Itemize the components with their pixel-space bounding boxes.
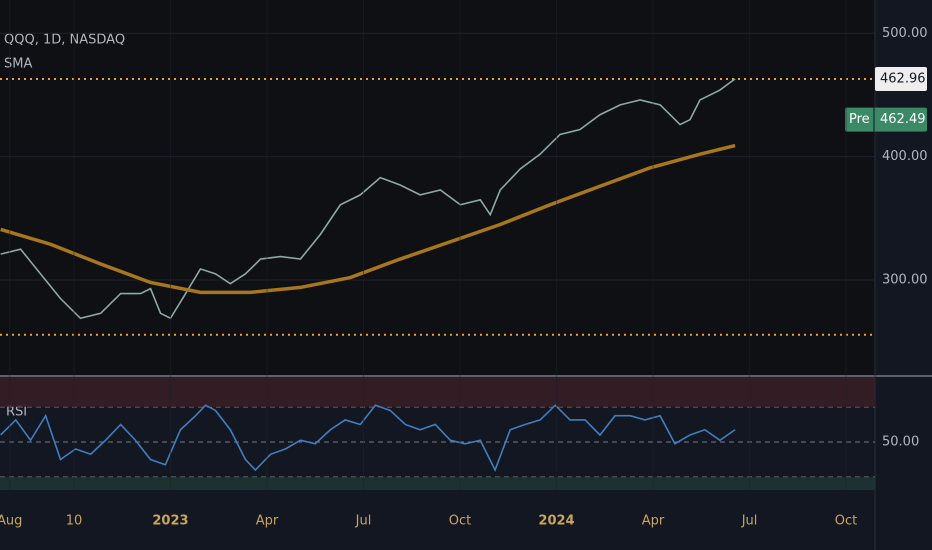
indicator-label: SMA [4, 57, 32, 72]
x-tick-label: 10 [66, 514, 83, 529]
indicator-label: RSI [6, 405, 27, 420]
overbought-zone [0, 377, 875, 407]
premarket-price-label: 462.49 [880, 112, 926, 127]
series-line [0, 404, 736, 473]
x-tick-label: Apr [256, 514, 279, 529]
x-tick-label: 2024 [538, 514, 574, 529]
price-panel [0, 0, 875, 375]
y-tick-label: 50.00 [882, 434, 919, 449]
x-tick-label: Jul [741, 514, 758, 529]
premarket-tag-label: Pre [849, 112, 870, 127]
y-tick-label: 300.00 [882, 273, 928, 288]
last-price-tag [875, 66, 927, 91]
oversold-zone [0, 477, 875, 490]
x-tick-label: Oct [835, 514, 857, 529]
x-tick-label: Apr [642, 514, 665, 529]
x-tick-label: 2023 [152, 514, 188, 529]
x-tick-label: Aug [0, 514, 22, 529]
x-tick-label: Jul [355, 514, 372, 529]
y-tick-label: 500.00 [882, 26, 928, 41]
y-tick-label: 400.00 [882, 149, 928, 164]
last-price-label: 462.96 [880, 71, 926, 86]
series-line [0, 78, 736, 320]
chart-title: QQQ, 1D, NASDAQ [4, 33, 125, 48]
premarket-tag [845, 107, 927, 132]
series-line [0, 143, 736, 295]
x-tick-label: Oct [449, 514, 471, 529]
